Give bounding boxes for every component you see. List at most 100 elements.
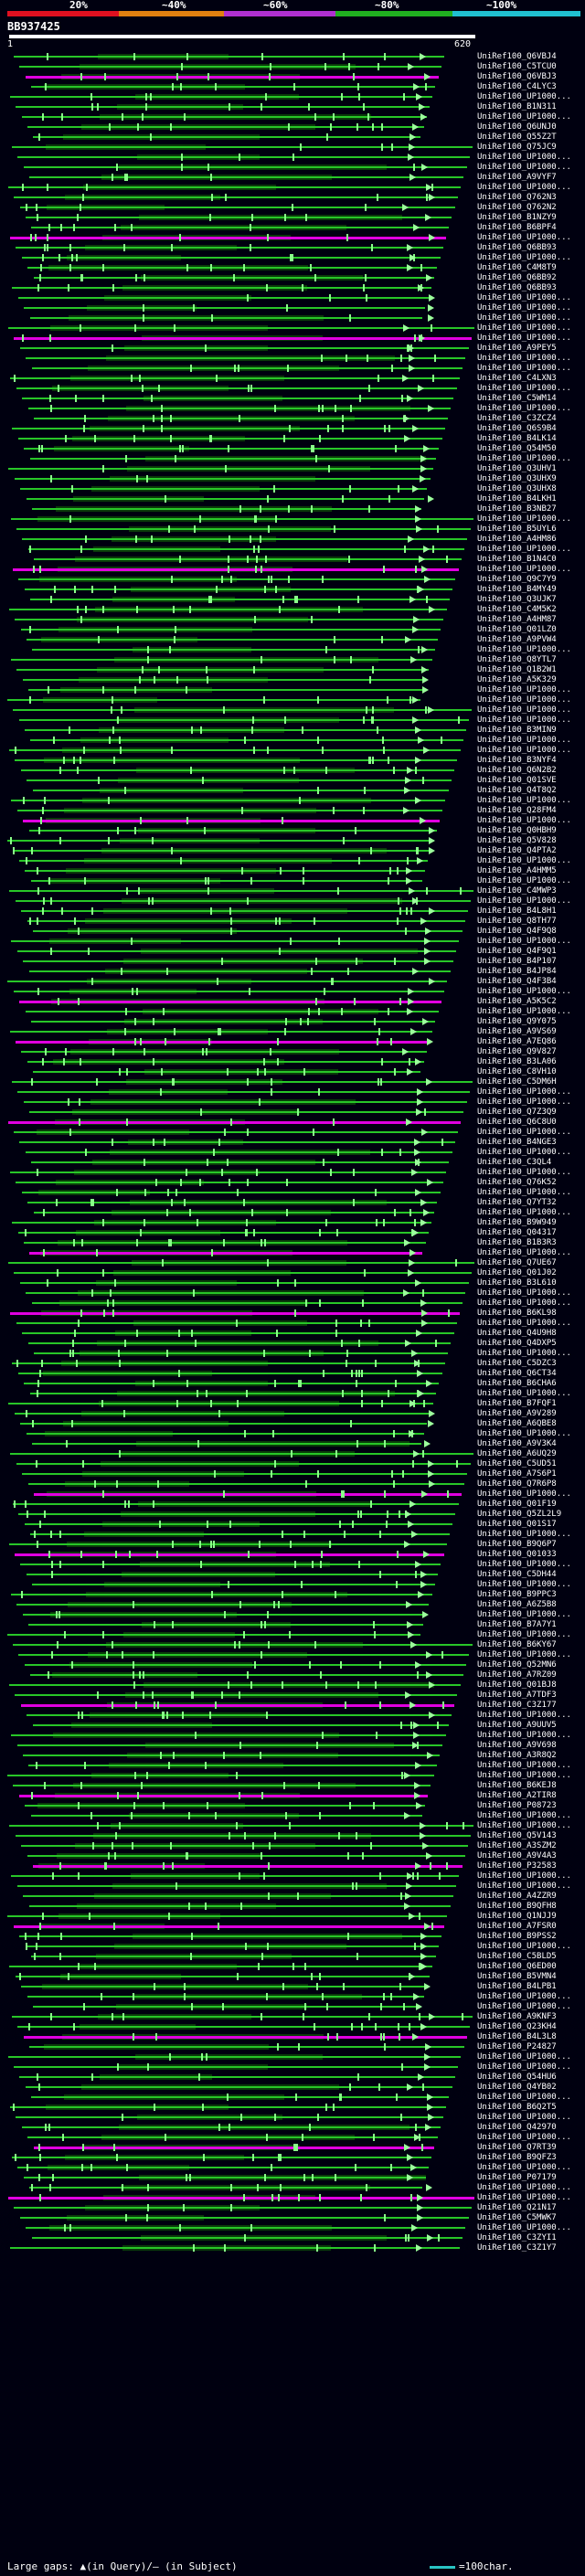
hit-label[interactable]: UniRef100_UP1000... — [477, 705, 571, 715]
hit-row[interactable]: UniRef100_UP1000... — [0, 1429, 585, 1439]
hit-label[interactable]: UniRef100_B9Q6P7 — [477, 1540, 557, 1549]
hit-row[interactable]: UniRef100_Q7R6P8 — [0, 1479, 585, 1489]
hit-label[interactable]: UniRef100_B3NYF4 — [477, 756, 557, 765]
hit-label[interactable]: UniRef100_Q01LZ0 — [477, 625, 557, 634]
hit-label[interactable]: UniRef100_UP1000... — [477, 364, 571, 373]
hit-label[interactable]: UniRef100_UP1000... — [477, 1429, 571, 1438]
hit-label[interactable]: UniRef100_UP1000... — [477, 1248, 571, 1257]
hit-row[interactable]: UniRef100_UP1000... — [0, 1992, 585, 2002]
hit-row[interactable]: UniRef100_B9Q6P7 — [0, 1540, 585, 1550]
hit-row[interactable]: UniRef100_UP1000... — [0, 685, 585, 695]
hit-row[interactable]: UniRef100_B6CHA6 — [0, 1379, 585, 1389]
hit-label[interactable]: UniRef100_A9VYF7 — [477, 173, 557, 182]
hit-row[interactable]: UniRef100_Q76K52 — [0, 1178, 585, 1188]
hit-label[interactable]: UniRef100_UP1000... — [477, 233, 571, 242]
hit-label[interactable]: UniRef100_C3QL4 — [477, 1158, 552, 1167]
hit-row[interactable]: UniRef100_UP1000... — [0, 1610, 585, 1620]
hit-row[interactable]: UniRef100_Q6UNJ0 — [0, 122, 585, 133]
hit-label[interactable]: UniRef100_UP1000... — [477, 1299, 571, 1308]
hit-label[interactable]: UniRef100_Q3UHX9 — [477, 474, 557, 483]
hit-label[interactable]: UniRef100_UP1000... — [477, 163, 571, 172]
hit-row[interactable]: UniRef100_UP1000... — [0, 876, 585, 886]
hit-label[interactable]: UniRef100_Q5ZL2L9 — [477, 1510, 562, 1519]
hit-label[interactable]: UniRef100_A6Z5B8 — [477, 1600, 557, 1609]
hit-label[interactable]: UniRef100_Q6ED00 — [477, 1962, 557, 1971]
hit-row[interactable]: UniRef100_UP1000... — [0, 2133, 585, 2143]
hit-label[interactable]: UniRef100_Q6UNJ0 — [477, 122, 557, 132]
hit-label[interactable]: UniRef100_B4LKH1 — [477, 494, 557, 504]
hit-row[interactable]: UniRef100_B1B3R3 — [0, 1238, 585, 1248]
hit-label[interactable]: UniRef100_C4LXN3 — [477, 374, 557, 383]
hit-label[interactable]: UniRef100_B6KEJ8 — [477, 1781, 557, 1790]
hit-row[interactable]: UniRef100_Q01LZ0 — [0, 625, 585, 635]
hit-label[interactable]: UniRef100_B9PSS2 — [477, 1932, 557, 1941]
hit-label[interactable]: UniRef100_Q6BB92 — [477, 273, 557, 282]
hit-row[interactable]: UniRef100_B3NYF4 — [0, 756, 585, 766]
hit-row[interactable]: UniRef100_Q01J02 — [0, 1268, 585, 1278]
hit-row[interactable]: UniRef100_B3LA06 — [0, 1057, 585, 1067]
hit-row[interactable]: UniRef100_B3MIN9 — [0, 726, 585, 736]
hit-label[interactable]: UniRef100_Q6VBJ3 — [477, 72, 557, 81]
hit-label[interactable]: UniRef100_UP1000... — [477, 1711, 571, 1720]
hit-row[interactable]: UniRef100_Q5V143 — [0, 1831, 585, 1841]
hit-row[interactable]: UniRef100_B4L3L8 — [0, 2032, 585, 2042]
hit-label[interactable]: UniRef100_UP1000... — [477, 1097, 571, 1107]
hit-label[interactable]: UniRef100_UP1000... — [477, 1580, 571, 1589]
hit-label[interactable]: UniRef100_C5MWK7 — [477, 2213, 557, 2222]
hit-row[interactable]: UniRef100_Q3UHX9 — [0, 474, 585, 484]
hit-label[interactable]: UniRef100_UP1000... — [477, 404, 571, 413]
hit-label[interactable]: UniRef100_Q4F9Q8 — [477, 927, 557, 936]
hit-label[interactable]: UniRef100_B4MY49 — [477, 585, 557, 594]
hit-row[interactable]: UniRef100_UP1000... — [0, 92, 585, 102]
hit-row[interactable]: UniRef100_Q01F19 — [0, 1500, 585, 1510]
hit-label[interactable]: UniRef100_A7S6P1 — [477, 1469, 557, 1479]
hit-label[interactable]: UniRef100_A3SZM2 — [477, 1841, 557, 1850]
hit-row[interactable]: UniRef100_UP1000... — [0, 323, 585, 334]
hit-row[interactable]: UniRef100_UP1000... — [0, 1811, 585, 1821]
hit-row[interactable]: UniRef100_A9V289 — [0, 1409, 585, 1419]
hit-row[interactable]: UniRef100_A9PVW4 — [0, 635, 585, 645]
hit-row[interactable]: UniRef100_UP1000... — [0, 313, 585, 323]
hit-row[interactable]: UniRef100_B4NGE3 — [0, 1138, 585, 1148]
hit-label[interactable]: UniRef100_B7A7Y1 — [477, 1620, 557, 1629]
hit-row[interactable]: UniRef100_UP1000... — [0, 1188, 585, 1198]
hit-label[interactable]: UniRef100_A9KNF3 — [477, 2012, 557, 2021]
hit-row[interactable]: UniRef100_UP1000... — [0, 163, 585, 173]
hit-row[interactable]: UniRef100_Q6BB92 — [0, 273, 585, 283]
hit-row[interactable]: UniRef100_P24827 — [0, 2042, 585, 2052]
hit-label[interactable]: UniRef100_UP1000... — [477, 2223, 571, 2232]
hit-row[interactable]: UniRef100_A6Z5B8 — [0, 1600, 585, 1610]
hit-label[interactable]: UniRef100_A4HMM5 — [477, 866, 557, 875]
hit-row[interactable]: UniRef100_B4MY49 — [0, 585, 585, 595]
hit-row[interactable]: UniRef100_UP1000... — [0, 937, 585, 947]
hit-row[interactable]: UniRef100_Q762N3 — [0, 193, 585, 203]
hit-row[interactable]: UniRef100_UP1000... — [0, 1007, 585, 1017]
hit-label[interactable]: UniRef100_Q76K52 — [477, 1178, 557, 1187]
hit-label[interactable]: UniRef100_P08723 — [477, 1801, 557, 1810]
hit-label[interactable]: UniRef100_P24827 — [477, 2042, 557, 2051]
hit-row[interactable]: UniRef100_Q1NJJ9 — [0, 1912, 585, 1922]
hit-row[interactable]: UniRef100_B5VMN4 — [0, 1972, 585, 1982]
hit-row[interactable]: UniRef100_C5WM14 — [0, 394, 585, 404]
hit-row[interactable]: UniRef100_A3SZM2 — [0, 1841, 585, 1851]
hit-label[interactable]: UniRef100_UP1000... — [477, 1168, 571, 1177]
hit-row[interactable]: UniRef100_C4LYC3 — [0, 82, 585, 92]
hit-row[interactable]: UniRef100_A9UUV5 — [0, 1721, 585, 1731]
hit-row[interactable]: UniRef100_Q7UE67 — [0, 1258, 585, 1268]
hit-label[interactable]: UniRef100_Q762N3 — [477, 193, 557, 202]
hit-label[interactable]: UniRef100_UP1000... — [477, 987, 571, 996]
hit-row[interactable]: UniRef100_Q4F9Q8 — [0, 927, 585, 937]
hit-row[interactable]: UniRef100_Q42970 — [0, 2123, 585, 2133]
hit-row[interactable]: UniRef100_UP1000... — [0, 2113, 585, 2123]
hit-row[interactable]: UniRef100_Q7Z3Q9 — [0, 1108, 585, 1118]
hit-row[interactable]: UniRef100_B4L8H1 — [0, 906, 585, 917]
hit-label[interactable]: UniRef100_Q01033 — [477, 1550, 557, 1559]
hit-row[interactable]: UniRef100_Q1B2W1 — [0, 665, 585, 675]
hit-row[interactable]: UniRef100_A6QBE8 — [0, 1419, 585, 1429]
hit-row[interactable]: UniRef100_B6Q2T5 — [0, 2103, 585, 2113]
hit-label[interactable]: UniRef100_Q6S9B4 — [477, 424, 557, 433]
hit-row[interactable]: UniRef100_Q8YTL7 — [0, 655, 585, 665]
hit-row[interactable]: UniRef100_B9W949 — [0, 1218, 585, 1228]
hit-row[interactable]: UniRef100_UP1000... — [0, 1087, 585, 1097]
hit-label[interactable]: UniRef100_Q6CT34 — [477, 1369, 557, 1378]
